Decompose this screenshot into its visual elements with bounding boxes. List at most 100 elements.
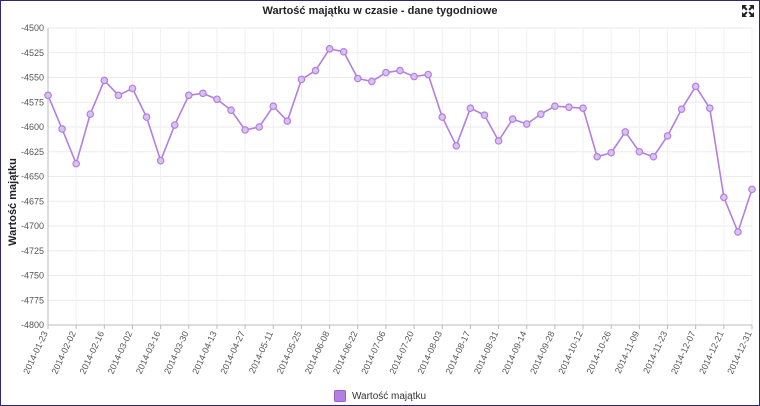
data-point[interactable]: [199, 89, 207, 98]
x-tick-label: 2014-01-23: [21, 330, 50, 376]
x-tick-label: 2014-02-16: [78, 330, 107, 376]
y-tick-label: -4525: [21, 48, 44, 58]
data-point[interactable]: [649, 152, 658, 161]
y-tick-label: -4725: [21, 246, 44, 256]
data-point[interactable]: [156, 156, 165, 165]
y-axis-label: Wartość majątku: [7, 158, 19, 246]
data-point[interactable]: [227, 106, 235, 114]
x-tick-label: 2014-09-28: [528, 330, 557, 376]
data-point[interactable]: [311, 66, 320, 75]
x-axis: 2014-01-23 2014-02-02 2014-02-16 2014-03-02…: [21, 324, 754, 376]
series-line: [47, 47, 753, 233]
data-point[interactable]: [58, 125, 66, 133]
data-point[interactable]: [593, 152, 601, 161]
y-tick-label: -4625: [21, 147, 44, 157]
data-point[interactable]: [241, 126, 249, 134]
data-point[interactable]: [522, 120, 531, 128]
data-point[interactable]: [297, 75, 306, 84]
x-tick-label: 2014-07-06: [359, 330, 388, 376]
data-point[interactable]: [691, 82, 700, 91]
data-point[interactable]: [621, 128, 630, 136]
y-axis: -4500 -4525 -4550 -4575 -4600 -4625 -4650 -4675…: [21, 23, 49, 330]
x-tick-label: 2014-12-07: [669, 330, 698, 376]
x-tick-label: 2014-04-27: [218, 330, 247, 376]
x-tick-label: 2014-03-30: [162, 330, 191, 376]
data-point[interactable]: [142, 113, 151, 121]
data-point[interactable]: [283, 117, 292, 125]
y-tick-label: -4700: [21, 221, 44, 231]
data-point[interactable]: [494, 137, 503, 145]
data-point[interactable]: [734, 228, 742, 236]
data-point[interactable]: [579, 104, 587, 112]
legend[interactable]: Wartość majątku: [0, 388, 760, 404]
x-tick-label: 2014-12-31: [725, 330, 754, 376]
data-point[interactable]: [551, 102, 559, 111]
x-tick-label: 2014-12-21: [697, 330, 726, 376]
x-tick-label: 2014-11-23: [641, 330, 669, 375]
x-tick-label: 2014-03-16: [134, 330, 163, 376]
x-tick-label: 2014-02-02: [49, 330, 78, 376]
x-tick-label: 2014-09-14: [500, 330, 529, 376]
data-point[interactable]: [720, 193, 728, 202]
data-point[interactable]: [410, 72, 418, 81]
data-point[interactable]: [339, 47, 348, 56]
y-tick-label: -4750: [21, 271, 44, 281]
data-point[interactable]: [185, 91, 193, 100]
x-tick-label: 2014-10-12: [556, 330, 585, 376]
y-tick-label: -4650: [21, 172, 44, 182]
data-point[interactable]: [607, 148, 616, 157]
y-tick-label: -4500: [21, 23, 44, 33]
data-point[interactable]: [382, 68, 390, 77]
data-point[interactable]: [438, 113, 447, 121]
x-tick-label: 2014-08-31: [472, 330, 501, 376]
data-point[interactable]: [480, 111, 489, 119]
data-point[interactable]: [396, 66, 404, 75]
x-tick-label: 2014-08-17: [444, 330, 473, 376]
data-point[interactable]: [705, 104, 714, 112]
data-point[interactable]: [114, 91, 123, 100]
data-point[interactable]: [128, 84, 137, 93]
data-point[interactable]: [508, 115, 517, 123]
data-point[interactable]: [663, 132, 672, 140]
legend-swatch: [333, 390, 346, 402]
data-point[interactable]: [368, 77, 376, 86]
data-point[interactable]: [72, 159, 80, 168]
data-point[interactable]: [100, 76, 109, 85]
data-point[interactable]: [635, 147, 644, 156]
y-tick-label: -4575: [21, 97, 44, 107]
x-tick-label: 2014-07-20: [387, 330, 416, 376]
data-point[interactable]: [424, 70, 432, 79]
x-tick-label: 2014-10-26: [584, 330, 613, 376]
data-point[interactable]: [466, 104, 475, 112]
data-point[interactable]: [452, 142, 461, 150]
data-point[interactable]: [353, 74, 362, 83]
y-tick-label: -4800: [21, 320, 44, 330]
x-tick-label: 2014-05-25: [275, 330, 304, 376]
series-layer: [44, 44, 756, 236]
data-point[interactable]: [44, 91, 52, 100]
y-tick-label: -4600: [21, 122, 44, 132]
x-tick-label: 2014-05-11: [247, 330, 275, 375]
data-point[interactable]: [748, 185, 756, 194]
x-tick-label: 2014-03-02: [106, 330, 135, 376]
data-point[interactable]: [255, 123, 264, 131]
y-tick-label: -4675: [21, 196, 44, 206]
data-point[interactable]: [677, 105, 686, 113]
x-tick-label: 2014-06-08: [303, 330, 332, 376]
chart-title: Wartość majątku w czasie - dane tygodnio…: [262, 5, 498, 17]
legend-label: Wartość majątku: [351, 390, 427, 402]
data-point[interactable]: [536, 110, 545, 118]
x-tick-label: 2014-11-09: [613, 330, 641, 375]
data-point[interactable]: [86, 110, 95, 118]
data-point[interactable]: [170, 121, 179, 129]
data-point[interactable]: [213, 95, 221, 104]
x-tick-label: 2014-06-22: [331, 330, 360, 376]
data-point[interactable]: [269, 102, 278, 111]
data-point[interactable]: [565, 103, 573, 112]
data-point[interactable]: [325, 44, 334, 53]
expand-arrows-icon[interactable]: [741, 4, 755, 18]
y-tick-label: -4550: [21, 73, 44, 83]
x-tick-label: 2014-08-03: [416, 330, 445, 376]
